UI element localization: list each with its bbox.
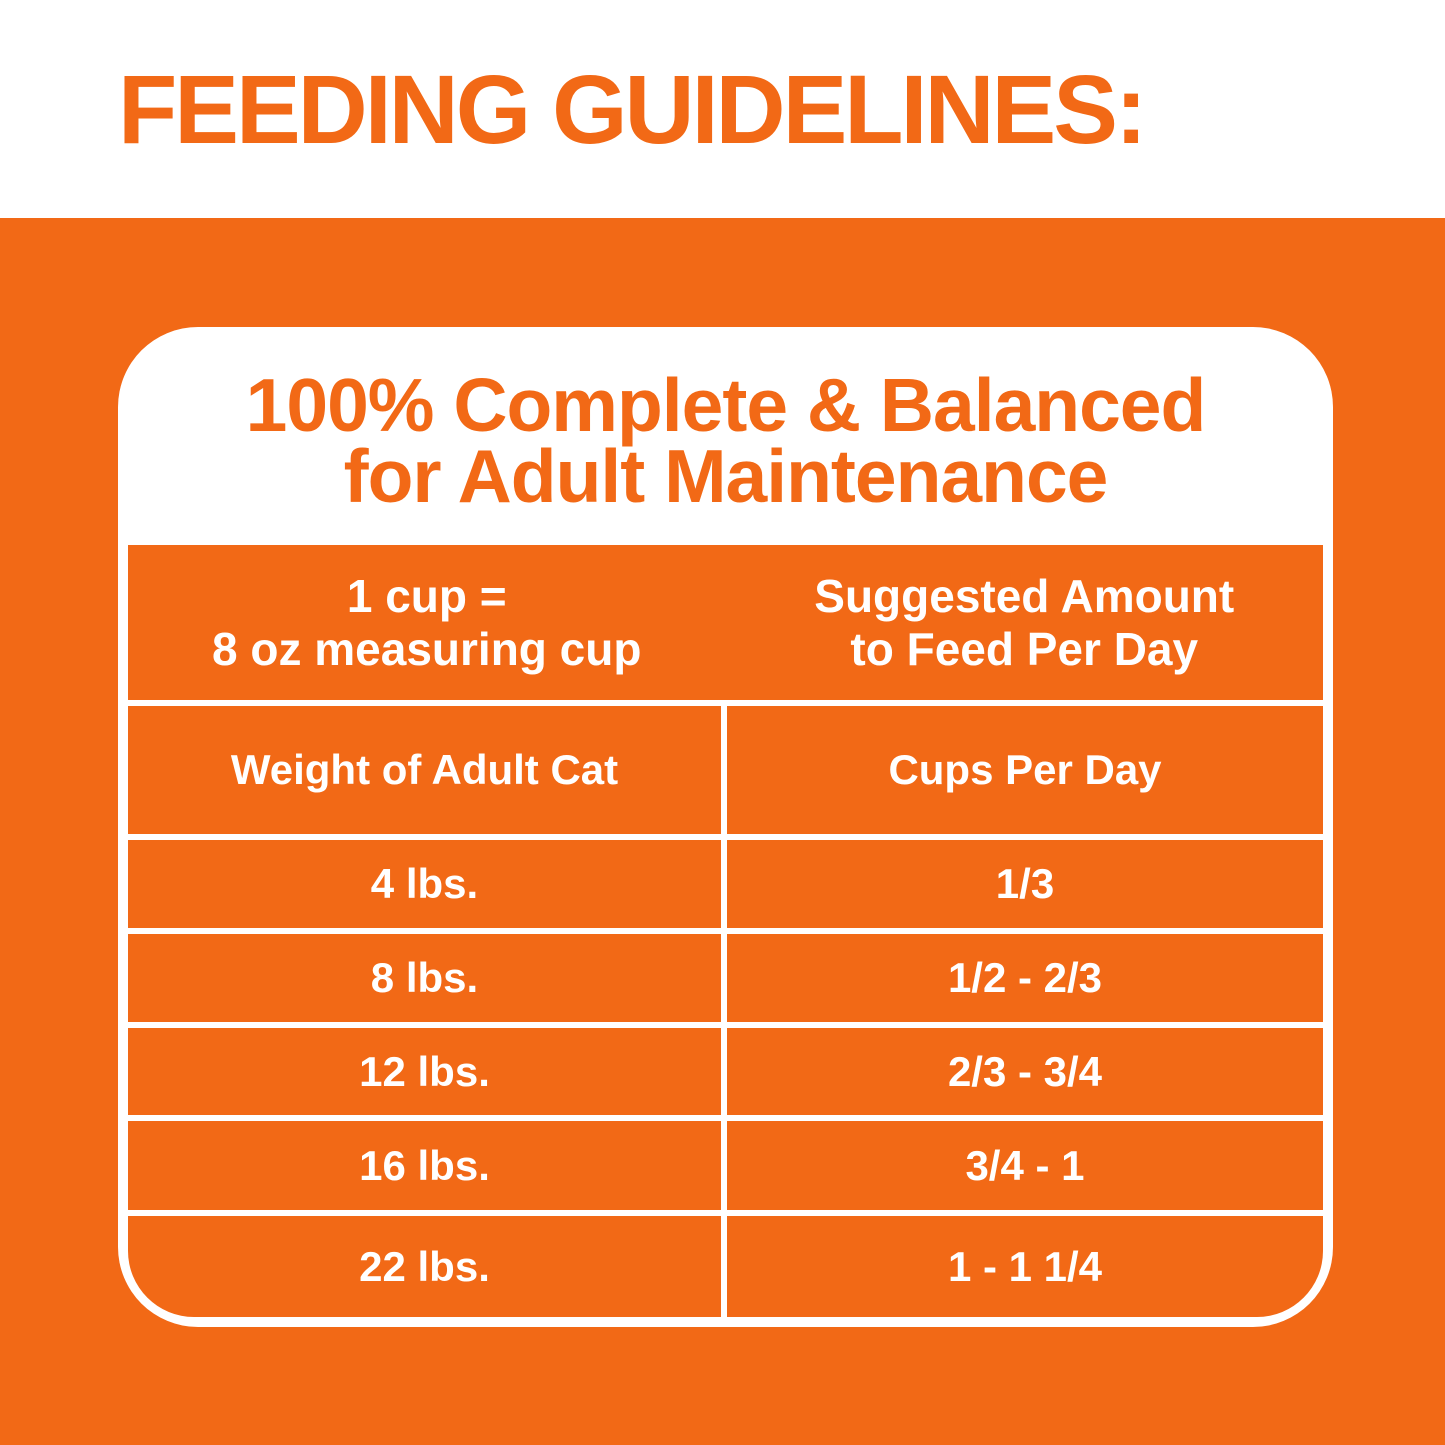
orange-background: 100% Complete & Balanced for Adult Maint…: [0, 218, 1445, 1445]
weight-value: 12 lbs.: [128, 1028, 721, 1115]
card-heading-line2: for Adult Maintenance: [343, 434, 1109, 518]
card-heading-line1: 100% Complete & Balanced: [245, 362, 1207, 447]
weight-value: 8 lbs.: [128, 934, 721, 1022]
page-title: FEEDING GUIDELINES:: [118, 54, 1147, 164]
cups-value: 2/3 - 3/4: [727, 1028, 1323, 1115]
table-row: 12 lbs. 2/3 - 3/4: [128, 1028, 1323, 1115]
table-row: 22 lbs. 1 - 1 1/4: [128, 1216, 1323, 1317]
measure-note-line1: 1 cup =: [346, 569, 507, 622]
suggested-note-line1: Suggested Amount: [814, 569, 1235, 622]
table-header-row: Weight of Adult Cat Cups Per Day: [128, 706, 1323, 834]
card-heading: 100% Complete & Balanced for Adult Maint…: [128, 337, 1323, 545]
suggested-note-line2: to Feed Per Day: [850, 622, 1199, 675]
cups-value: 1/2 - 2/3: [727, 934, 1323, 1022]
table-row: 16 lbs. 3/4 - 1: [128, 1121, 1323, 1210]
cups-value: 1/3: [727, 840, 1323, 928]
weight-value: 4 lbs.: [128, 840, 721, 928]
header-band: FEEDING GUIDELINES:: [0, 0, 1445, 218]
column-header-weight: Weight of Adult Cat: [128, 706, 721, 834]
table-row: 8 lbs. 1/2 - 2/3: [128, 934, 1323, 1022]
measure-note: 1 cup = 8 oz measuring cup: [128, 545, 726, 700]
weight-value: 16 lbs.: [128, 1121, 721, 1210]
table-row: 4 lbs. 1/3: [128, 840, 1323, 928]
weight-value: 22 lbs.: [128, 1216, 721, 1317]
feeding-table: 1 cup = 8 oz measuring cup Suggested Amo…: [128, 545, 1323, 1317]
column-header-cups: Cups Per Day: [727, 706, 1323, 834]
cups-value: 1 - 1 1/4: [727, 1216, 1323, 1317]
feeding-card: 100% Complete & Balanced for Adult Maint…: [118, 327, 1333, 1327]
cups-value: 3/4 - 1: [727, 1121, 1323, 1210]
table-note-band: 1 cup = 8 oz measuring cup Suggested Amo…: [128, 545, 1323, 700]
measure-note-line2: 8 oz measuring cup: [212, 622, 642, 675]
suggested-note: Suggested Amount to Feed Per Day: [726, 545, 1324, 700]
